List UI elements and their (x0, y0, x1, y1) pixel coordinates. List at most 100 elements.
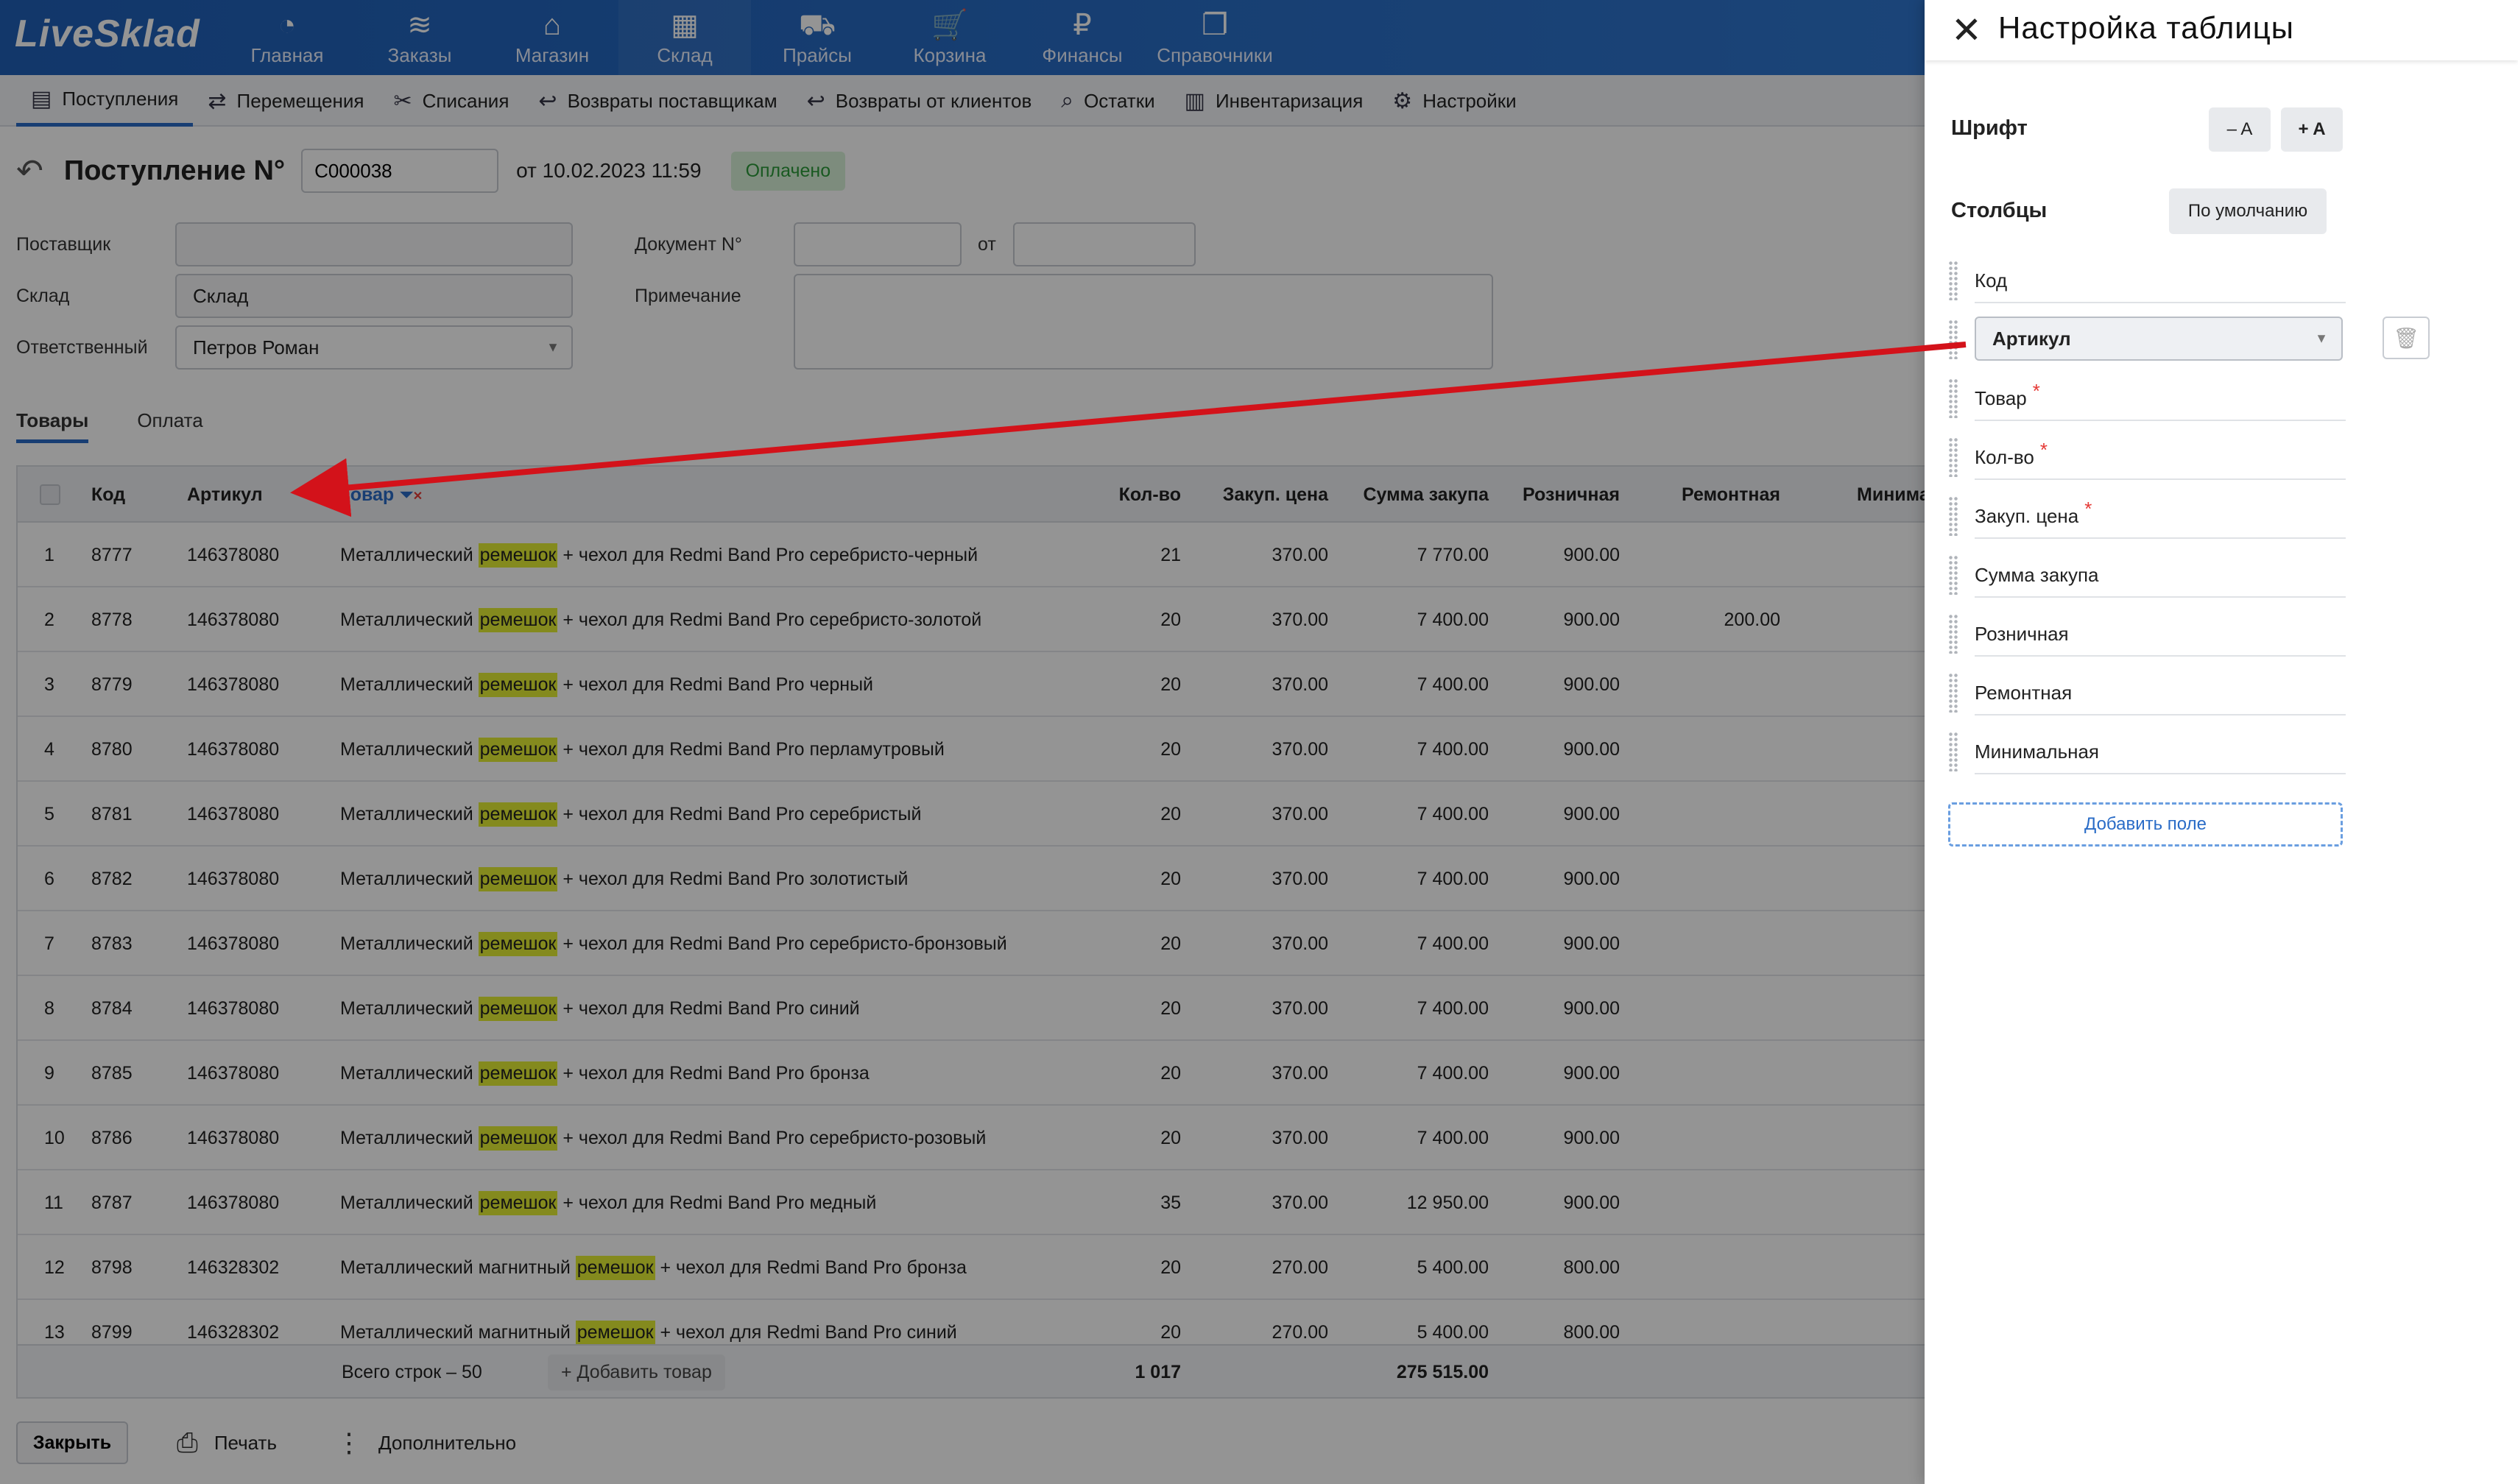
font-decrease-button[interactable]: – A (2209, 107, 2271, 152)
subnav-item-4[interactable]: ↩ Возвраты поставщикам (523, 75, 791, 127)
cell-code: 8784 (91, 997, 133, 1019)
nav-item-5[interactable]: ⛟ Прайсы (751, 0, 884, 75)
column-item[interactable]: Розничная (1948, 612, 2346, 657)
tab-goods[interactable]: Товары (16, 403, 89, 443)
chevron-down-icon: ▼ (2315, 331, 2328, 346)
product-text: Металлический магнитный (340, 1257, 576, 1278)
table-row[interactable]: 2 8778 146378080 Металлический ремешок + че… (18, 587, 1925, 652)
subnav-item-7[interactable]: ▥ Инвентаризация (1170, 75, 1378, 127)
warehouse-field[interactable]: Склад (175, 274, 573, 318)
subnav-item-8[interactable]: ⚙ Настройки (1378, 75, 1531, 127)
search-highlight: ремешок (478, 1061, 558, 1086)
column-item[interactable]: Кол-во * (1948, 436, 2346, 480)
table-row[interactable]: 8 8784 146378080 Металлический ремешок + че… (18, 976, 1925, 1041)
column-item[interactable]: Сумма закупа (1948, 554, 2346, 598)
cell-article: 146378080 (187, 803, 280, 824)
docnum-field[interactable] (794, 222, 962, 266)
from-label: от (978, 234, 996, 255)
column-item[interactable]: Закуп. цена * (1948, 495, 2346, 539)
nav-item-8[interactable]: ❐ Справочники (1149, 0, 1281, 75)
back-arrow-icon[interactable]: ↶ (16, 152, 43, 189)
more-button[interactable]: ⋮ Дополнительно (336, 1427, 516, 1458)
cell-purchase-price: 370.00 (1272, 803, 1328, 824)
row-number: 3 (44, 674, 54, 695)
product-text: + чехол для Redmi Band Pro серебристо-бр… (557, 933, 1007, 954)
column-item[interactable]: Артикул ▼ 🗑 (1948, 317, 2430, 362)
add-product-button[interactable]: + Добавить товар (548, 1346, 725, 1397)
table-row[interactable]: 12 8798 146328302 Металлический магнитный р… (18, 1235, 1925, 1300)
drag-handle-icon[interactable] (1948, 437, 1958, 477)
table-row[interactable]: 5 8781 146378080 Металлический ремешок + че… (18, 782, 1925, 847)
drag-handle-icon[interactable] (1948, 673, 1958, 713)
cell-article: 146378080 (187, 674, 280, 695)
subnav-item-label: Возвраты от клиентов (835, 89, 1032, 112)
drag-handle-icon[interactable] (1948, 378, 1958, 418)
drag-handle-icon[interactable] (1948, 496, 1958, 536)
product-text: Металлический (340, 933, 479, 954)
cell-qty: 20 (1160, 803, 1181, 824)
tab-payment[interactable]: Оплата (137, 409, 203, 431)
drag-handle-icon[interactable] (1948, 555, 1958, 595)
column-item[interactable]: Код (1948, 259, 2346, 303)
table-row[interactable]: 1 8777 146378080 Металлический ремешок + че… (18, 523, 1925, 587)
drag-handle-icon[interactable] (1948, 261, 1958, 300)
receipt-icon: ▤ (31, 87, 52, 111)
column-item[interactable]: Минимальная (1948, 730, 2346, 774)
nav-item-4[interactable]: ▦ Склад (618, 0, 751, 75)
nav-item-2[interactable]: ≋ Заказы (353, 0, 486, 75)
column-select[interactable]: Артикул ▼ (1975, 317, 2343, 361)
cell-product: Металлический ремешок + чехол для Redmi … (340, 911, 1007, 976)
modal-backdrop[interactable] (0, 0, 1925, 1484)
trash-icon[interactable]: 🗑 (2383, 317, 2430, 359)
subnav-item-5[interactable]: ↩ Возвраты от клиентов (792, 75, 1047, 127)
subnav-item-2[interactable]: ⇄ Перемещения (193, 75, 378, 127)
table-row[interactable]: 10 8786 146378080 Металлический ремешок + ч… (18, 1106, 1925, 1170)
drag-handle-icon[interactable] (1948, 319, 1958, 359)
from-date-field[interactable] (1013, 222, 1196, 266)
nav-item-7[interactable]: ₽ Финансы (1016, 0, 1149, 75)
table-row[interactable]: 11 8787 146378080 Металлический ремешок + ч… (18, 1170, 1925, 1235)
table-row[interactable]: 3 8779 146378080 Металлический ремешок + че… (18, 652, 1925, 717)
responsible-label: Ответственный (16, 337, 148, 358)
search-icon: ⌕ (1061, 88, 1074, 113)
supplier-field[interactable] (175, 222, 573, 266)
drag-handle-icon[interactable] (1948, 732, 1958, 771)
subnav-item-6[interactable]: ⌕ Остатки (1046, 75, 1169, 127)
reset-default-button[interactable]: По умолчанию (2169, 188, 2327, 234)
column-name: Ремонтная (1975, 671, 2346, 716)
cell-article: 146378080 (187, 933, 280, 954)
header-code[interactable]: Код (91, 484, 126, 505)
select-all-checkbox[interactable] (40, 484, 60, 505)
close-icon[interactable]: ✕ (1951, 10, 1982, 51)
row-number: 10 (44, 1127, 65, 1148)
nav-item-3[interactable]: ⌂ Магазин (486, 0, 618, 75)
header-article[interactable]: Артикул (187, 484, 263, 505)
cell-retail: 900.00 (1563, 674, 1620, 695)
print-button[interactable]: ⎙ Печать (177, 1427, 277, 1459)
column-item[interactable]: Товар * (1948, 377, 2346, 421)
column-item[interactable]: Ремонтная (1948, 671, 2346, 716)
cell-article: 146378080 (187, 997, 280, 1019)
subnav-item-3[interactable]: ✂ Списания (378, 75, 523, 127)
panel-header: ✕ Настройка таблицы (1925, 0, 2518, 60)
table-row[interactable]: 9 8785 146378080 Металлический ремешок + че… (18, 1041, 1925, 1106)
add-field-button[interactable]: Добавить поле (1948, 802, 2343, 847)
close-button[interactable]: Закрыть (16, 1421, 128, 1464)
subnav-item-1[interactable]: ▤ Поступления (16, 75, 194, 127)
total-rows: Всего строк – 50 (342, 1361, 482, 1382)
nav-item-6[interactable]: 🛒 Корзина (884, 0, 1016, 75)
sub-navigation: ▤ Поступления ⇄ Перемещения ✂ Списания ↩ Возвра… (0, 75, 1925, 127)
supplier-label: Поставщик (16, 234, 111, 255)
table-row[interactable]: 7 8783 146378080 Металлический ремешок + че… (18, 911, 1925, 976)
cell-code: 8782 (91, 868, 133, 889)
nav-item-1[interactable]: ◔ Главная (221, 0, 353, 75)
drag-handle-icon[interactable] (1948, 614, 1958, 654)
column-label: Минимальная (1975, 740, 2100, 763)
document-number-input[interactable] (301, 149, 499, 193)
font-increase-button[interactable]: + A (2281, 107, 2343, 152)
table-row[interactable]: 4 8780 146378080 Металлический ремешок + че… (18, 717, 1925, 782)
table-row[interactable]: 6 8782 146378080 Металлический ремешок + че… (18, 847, 1925, 911)
cell-code: 8781 (91, 803, 133, 824)
search-highlight: ремешок (478, 1190, 558, 1215)
cell-retail: 900.00 (1563, 1127, 1620, 1148)
